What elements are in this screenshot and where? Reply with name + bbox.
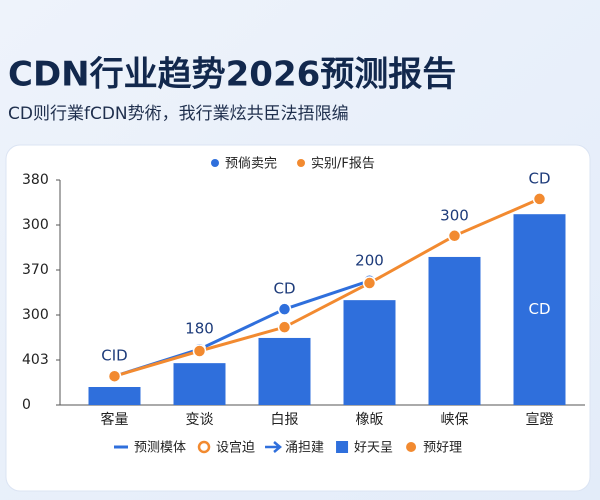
point <box>192 344 207 358</box>
point <box>532 192 547 206</box>
annotation: CD <box>528 169 550 187</box>
annotation: CD <box>273 280 295 298</box>
x-tick-label: 峡保 <box>441 412 469 428</box>
chart-subtitle: CD则行業fCDN势術，我行業炫共臣法捂限编 <box>8 104 349 124</box>
point <box>277 320 292 334</box>
legend-label: 涌担建 <box>285 441 324 456</box>
y-tick-label: 403 <box>22 352 49 368</box>
annotation: 300 <box>440 206 469 224</box>
y-tick-label: 370 <box>22 262 49 278</box>
y-tick-label: 300 <box>22 307 49 323</box>
bar <box>513 214 566 405</box>
x-tick-label: 变谈 <box>186 412 214 428</box>
y-tick-label: 0 <box>22 397 31 413</box>
legend-marker <box>265 441 282 453</box>
bar <box>88 387 141 405</box>
annotation: 180 <box>185 320 214 338</box>
legend-marker <box>406 442 417 452</box>
legend-marker <box>297 159 306 167</box>
legend-label: 预好理 <box>423 441 462 456</box>
point <box>277 302 292 316</box>
bar-annotation: CD <box>528 300 550 318</box>
annotation: 200 <box>355 251 384 269</box>
card <box>5 144 591 492</box>
chart-title: CDN行业趋势2026预测报告 <box>8 55 456 95</box>
x-tick-label: 客量 <box>101 411 129 428</box>
bar <box>173 363 226 405</box>
annotation: CID <box>101 347 127 365</box>
bar <box>428 256 481 405</box>
y-tick-label: 380 <box>22 172 49 188</box>
legend-label: 预测模体 <box>134 441 186 456</box>
point <box>447 229 462 243</box>
bar <box>343 300 396 405</box>
point <box>362 276 377 290</box>
bar <box>258 337 311 405</box>
legend-label: 预倘卖完 <box>225 157 277 172</box>
legend-label: 实别/F报告 <box>311 157 375 172</box>
line <box>114 197 541 378</box>
legend-marker <box>211 159 219 167</box>
legend-label: 设宫迫 <box>216 441 255 456</box>
x-tick-label: 宣蹬 <box>526 412 554 428</box>
point <box>107 369 122 383</box>
y-tick-label: 300 <box>22 217 49 233</box>
legend-marker <box>336 441 349 453</box>
legend-marker <box>197 440 211 454</box>
x-tick-label: 白报 <box>271 412 299 428</box>
legend-label: 好天呈 <box>354 441 393 456</box>
x-tick-label: 橡皈 <box>356 412 384 428</box>
